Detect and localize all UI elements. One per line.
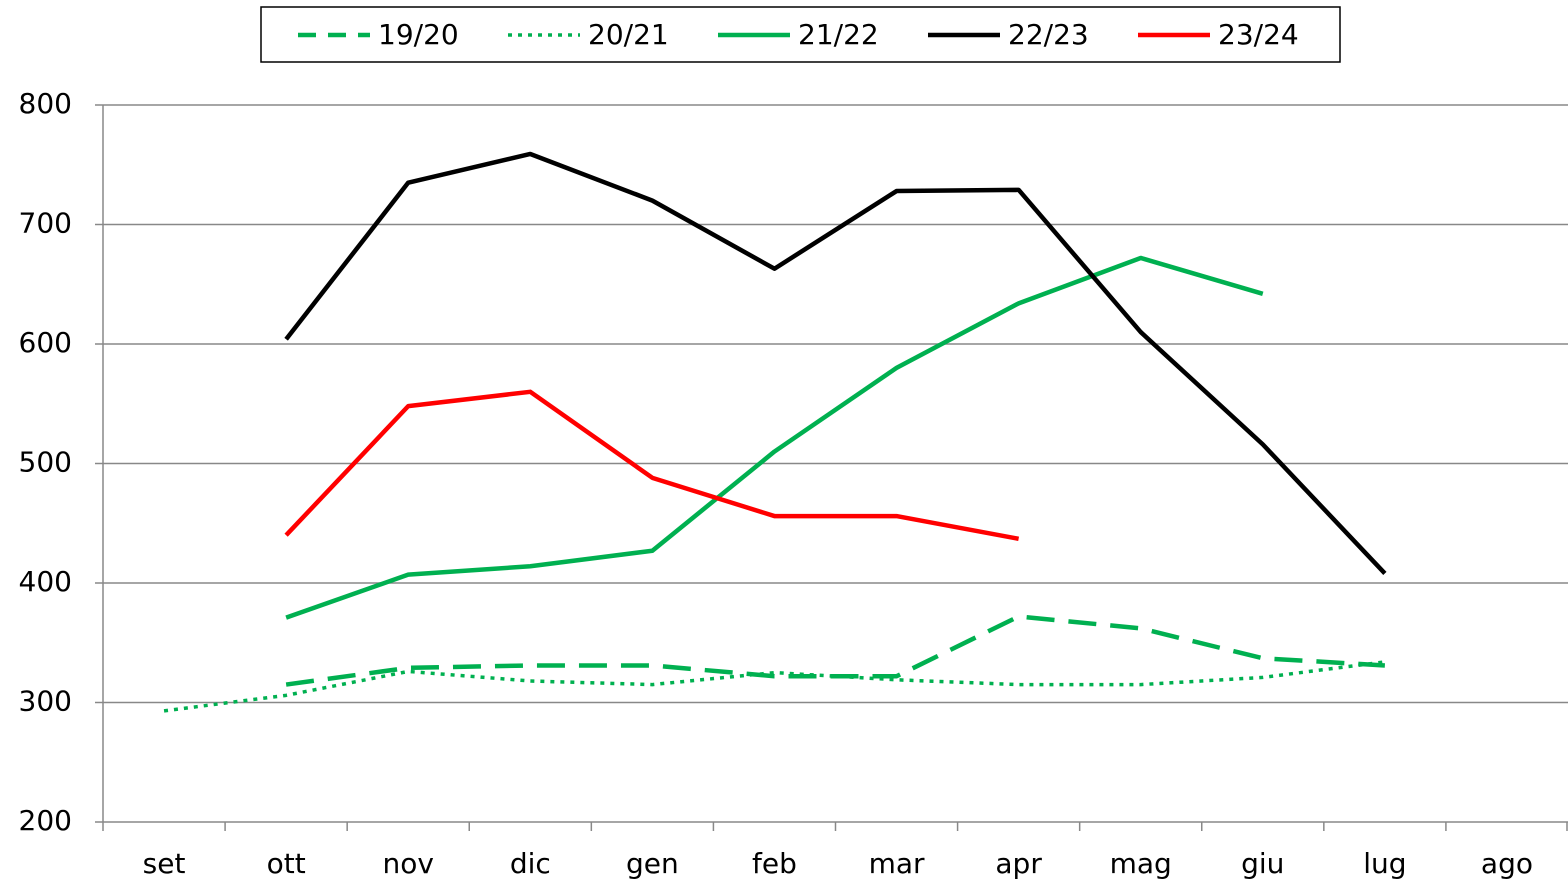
- x-tick-label: ott: [267, 847, 306, 880]
- x-tick-label: dic: [510, 847, 551, 880]
- series-line: [285, 255, 1264, 620]
- x-tick-label: gen: [626, 847, 679, 880]
- x-tick-label: mar: [869, 847, 925, 880]
- legend-label: 19/20: [378, 18, 459, 51]
- series-line: [285, 614, 1386, 687]
- y-tick-label: 200: [19, 804, 72, 837]
- x-tick-label: mag: [1110, 847, 1172, 880]
- legend-label: 22/23: [1008, 18, 1089, 51]
- y-tick-label: 500: [19, 446, 72, 479]
- y-tick-label: 700: [19, 207, 72, 240]
- series-line: [163, 660, 1386, 713]
- x-tick-label: apr: [995, 847, 1042, 880]
- x-tick-label: giu: [1241, 847, 1284, 880]
- x-tick-label: lug: [1363, 847, 1406, 880]
- legend-label: 23/24: [1218, 18, 1299, 51]
- y-tick-label: 400: [19, 565, 72, 598]
- x-tick-label: set: [143, 847, 186, 880]
- y-tick-label: 800: [19, 87, 72, 120]
- y-tick-label: 300: [19, 685, 72, 718]
- series-line: [284, 151, 1387, 575]
- legend-label: 21/22: [798, 18, 879, 51]
- x-tick-label: ago: [1481, 847, 1533, 880]
- x-tick-label: nov: [382, 847, 433, 880]
- legend-label: 20/21: [588, 18, 669, 51]
- x-tick-label: feb: [752, 847, 797, 880]
- series-line: [284, 389, 1020, 541]
- y-tick-label: 600: [19, 326, 72, 359]
